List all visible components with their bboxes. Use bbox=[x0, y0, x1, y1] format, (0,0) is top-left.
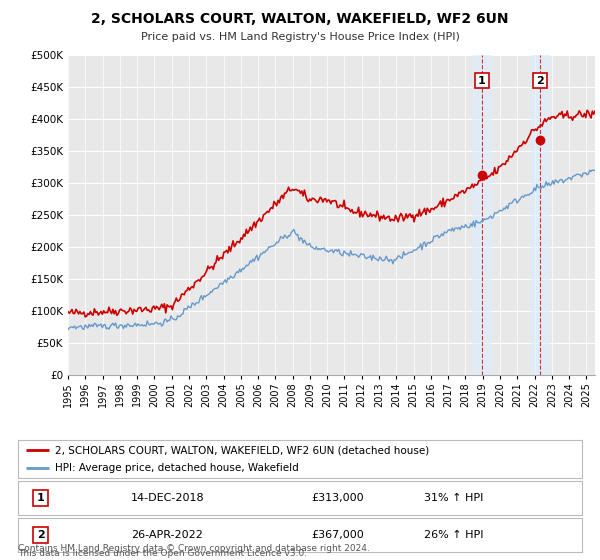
Text: 2, SCHOLARS COURT, WALTON, WAKEFIELD, WF2 6UN: 2, SCHOLARS COURT, WALTON, WAKEFIELD, WF… bbox=[91, 12, 509, 26]
Text: 26-APR-2022: 26-APR-2022 bbox=[131, 530, 203, 540]
Text: £367,000: £367,000 bbox=[311, 530, 364, 540]
Text: Price paid vs. HM Land Registry's House Price Index (HPI): Price paid vs. HM Land Registry's House … bbox=[140, 32, 460, 42]
Text: 31% ↑ HPI: 31% ↑ HPI bbox=[424, 493, 484, 503]
Text: This data is licensed under the Open Government Licence v3.0.: This data is licensed under the Open Gov… bbox=[18, 549, 307, 558]
Text: 2, SCHOLARS COURT, WALTON, WAKEFIELD, WF2 6UN (detached house): 2, SCHOLARS COURT, WALTON, WAKEFIELD, WF… bbox=[55, 445, 429, 455]
Text: Contains HM Land Registry data © Crown copyright and database right 2024.: Contains HM Land Registry data © Crown c… bbox=[18, 544, 370, 553]
Text: £313,000: £313,000 bbox=[311, 493, 364, 503]
Text: 1: 1 bbox=[37, 493, 44, 503]
Text: 2: 2 bbox=[37, 530, 44, 540]
Text: HPI: Average price, detached house, Wakefield: HPI: Average price, detached house, Wake… bbox=[55, 463, 298, 473]
Text: 1: 1 bbox=[478, 76, 486, 86]
Bar bbox=[532, 55, 548, 375]
Bar bbox=[473, 55, 491, 375]
Text: 14-DEC-2018: 14-DEC-2018 bbox=[131, 493, 205, 503]
Text: 26% ↑ HPI: 26% ↑ HPI bbox=[424, 530, 484, 540]
Text: 2: 2 bbox=[536, 76, 544, 86]
